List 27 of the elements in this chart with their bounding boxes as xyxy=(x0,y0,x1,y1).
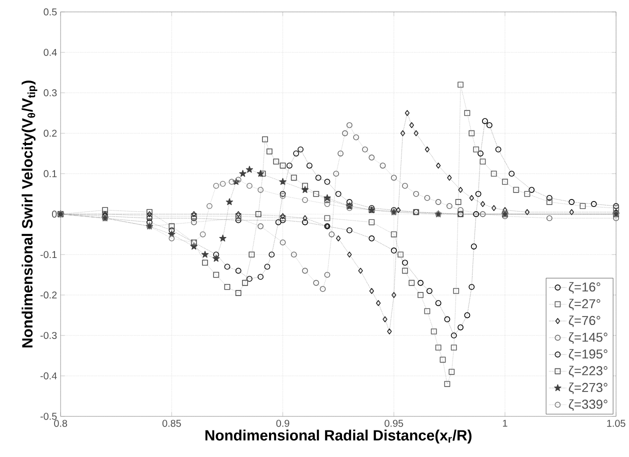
y-tick-label: 0.3 xyxy=(44,89,57,96)
y-tick-label: -0.4 xyxy=(40,372,57,380)
legend-label: ζ=27° xyxy=(568,298,600,310)
legend-label: ζ=145° xyxy=(568,332,608,344)
y-tick-label: 0.1 xyxy=(44,170,57,178)
y-tick-label: 0.5 xyxy=(44,8,57,16)
legend-label: ζ=76° xyxy=(568,316,600,328)
y-tick-label: -0.3 xyxy=(40,332,57,339)
x-tick-label: 1.05 xyxy=(607,420,626,427)
x-axis-title: Nondimensional Radial Distance(x$_{r}$/R) xyxy=(205,430,472,444)
x-tick-label: 0.9 xyxy=(276,420,290,427)
x-tick-label: 0.95 xyxy=(384,420,404,427)
legend-label: ζ=195° xyxy=(568,349,608,361)
y-tick-label: 0 xyxy=(52,210,57,218)
legend-label: ζ=273° xyxy=(568,382,608,394)
y-tick-label: 0.4 xyxy=(44,48,57,56)
x-tick-label: 0.85 xyxy=(162,420,181,427)
y-tick-label: -0.2 xyxy=(40,291,57,298)
y-tick-label: -0.1 xyxy=(40,251,57,258)
y-axis-title: Nondimensional Swirl Velocity(V$_{θ}$/V$_{tip}$) xyxy=(22,80,38,348)
y-tick-label: -0.5 xyxy=(40,412,57,420)
legend-label: ζ=339° xyxy=(568,399,608,411)
legend-label: ζ=16° xyxy=(568,282,600,294)
x-tick-label: 1 xyxy=(502,420,508,427)
x-tick-label: 0.8 xyxy=(54,420,68,427)
legend-label: ζ=223° xyxy=(568,366,608,378)
y-tick-label: 0.2 xyxy=(44,130,57,137)
